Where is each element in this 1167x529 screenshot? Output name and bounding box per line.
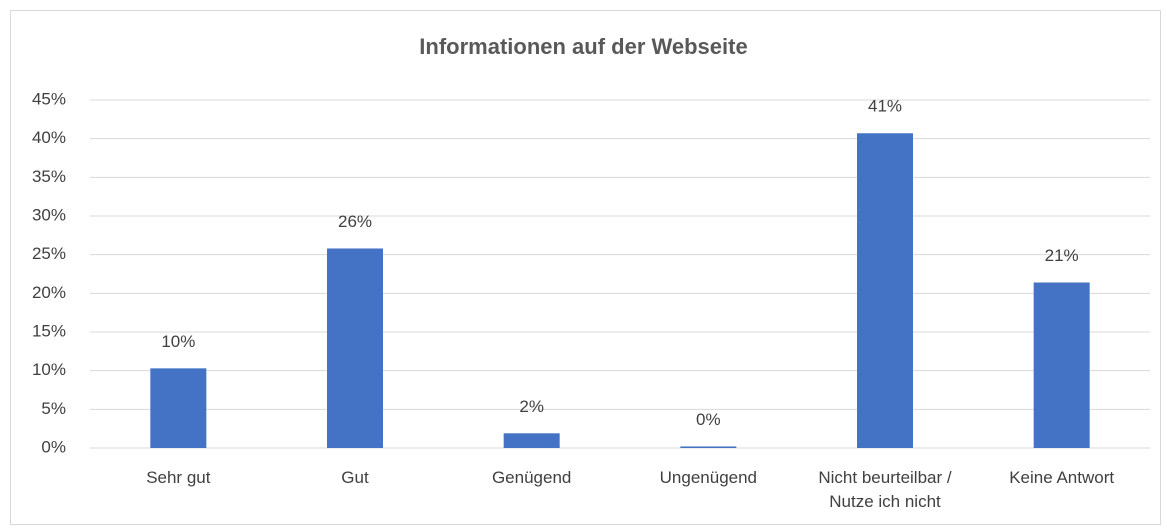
x-tick-label: Nicht beurteilbar / Nutze ich nicht [818, 468, 952, 511]
y-tick-label: 15% [32, 321, 66, 340]
x-tick-label: Keine Antwort [1009, 468, 1115, 487]
y-tick-label: 10% [32, 360, 66, 379]
bar [150, 368, 207, 448]
y-tick-label: 45% [32, 89, 66, 108]
bar [503, 433, 560, 448]
data-label: 0% [696, 410, 721, 429]
y-tick-label: 25% [32, 244, 66, 263]
x-tick-label: Sehr gut [146, 468, 211, 487]
y-tick-label: 0% [41, 437, 66, 456]
chart-frame [10, 10, 1161, 525]
data-label: 26% [338, 212, 372, 231]
x-tick-label: Gut [341, 468, 369, 487]
bar [680, 446, 737, 448]
bar [857, 133, 913, 448]
data-label: 41% [868, 97, 902, 116]
chart-title: Informationen auf der Webseite [419, 34, 748, 59]
y-tick-label: 5% [41, 399, 66, 418]
x-tick-label: Genügend [491, 468, 572, 487]
y-tick-label: 40% [32, 128, 66, 147]
y-tick-label: 35% [32, 167, 66, 186]
bar [1033, 282, 1090, 448]
data-label: 10% [161, 332, 195, 351]
data-label: 2% [519, 397, 544, 416]
bar [327, 248, 383, 448]
y-tick-label: 20% [32, 283, 66, 302]
y-tick-label: 30% [32, 205, 66, 224]
x-tick-label: Ungenügend [659, 468, 758, 487]
data-label: 21% [1045, 246, 1079, 265]
